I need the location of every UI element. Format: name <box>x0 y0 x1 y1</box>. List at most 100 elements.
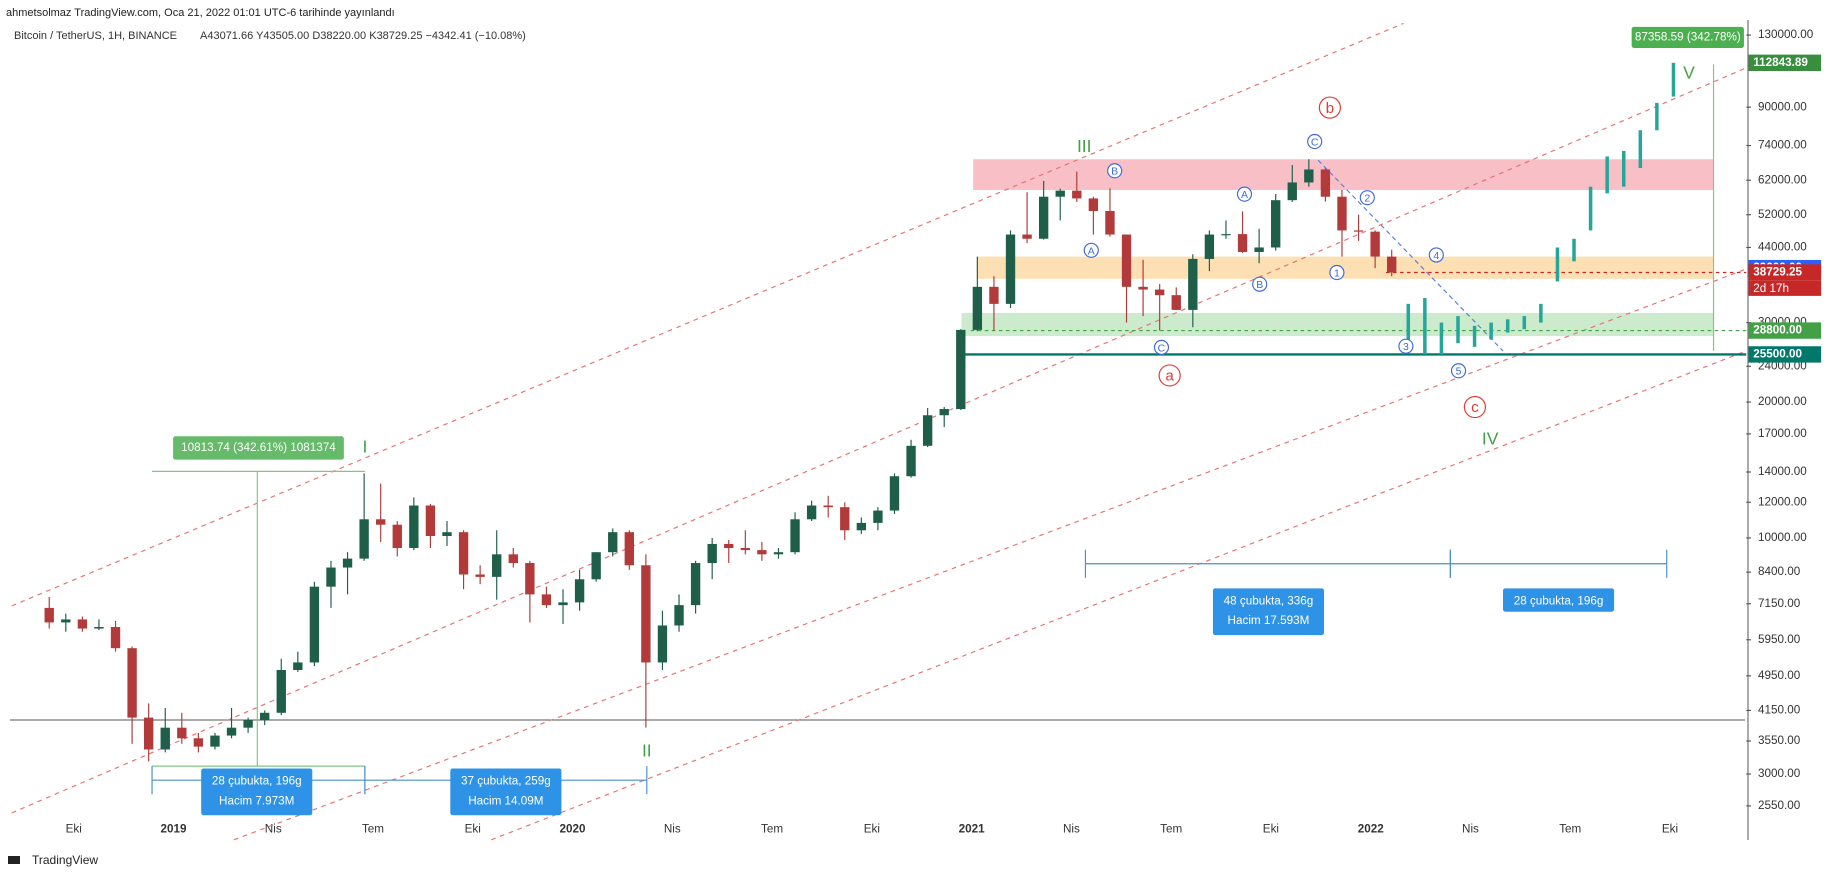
candle-body <box>359 519 369 559</box>
candle-body <box>1353 230 1364 232</box>
candle-body <box>956 329 966 410</box>
y-tick-label: 10000.00 <box>1758 531 1807 544</box>
annotation-box <box>201 768 313 816</box>
range-text: Hacim 14.09M <box>468 794 543 807</box>
wave-letter: b <box>1326 100 1334 117</box>
candle-body <box>525 563 535 595</box>
wave-circle <box>1307 133 1323 150</box>
wave-label: I <box>362 437 367 457</box>
candle-body <box>989 286 999 304</box>
candle-body <box>939 409 949 416</box>
candle-body <box>1138 286 1148 290</box>
candle-body <box>1271 200 1281 248</box>
annotation-box <box>1631 26 1744 48</box>
wave-circle <box>1236 186 1253 202</box>
y-tick-label: 62000.00 <box>1758 173 1807 186</box>
candle-body <box>1237 234 1248 252</box>
candle-body <box>160 727 170 750</box>
x-tick-label: Nis <box>1462 822 1479 835</box>
y-tick-label: 14000.00 <box>1758 465 1807 478</box>
y-tick-label: 8400.00 <box>1758 565 1801 578</box>
candle-body <box>342 558 353 568</box>
candle-body <box>61 619 71 623</box>
wave-letter: 1 <box>1334 267 1340 279</box>
range-text: Hacim 17.593M <box>1228 614 1310 627</box>
candle-body <box>574 579 585 603</box>
wave-circle <box>1398 338 1414 354</box>
candle-body <box>690 563 701 606</box>
wave-letter: 2 <box>1364 193 1370 205</box>
y-tick-label: 130000.00 <box>1758 28 1814 41</box>
wave-letter: a <box>1165 368 1174 385</box>
price-label-bg <box>1748 322 1822 339</box>
x-tick-label: Eki <box>1263 822 1279 835</box>
candle-body <box>608 532 618 553</box>
candle-body <box>906 445 916 477</box>
y-tick-label: 3550.00 <box>1758 734 1801 747</box>
candle-body <box>724 543 734 549</box>
candle-body <box>210 735 220 747</box>
candle-body <box>1320 169 1331 197</box>
wave-circle <box>1463 395 1487 419</box>
publisher: ahmetsolmaz TradingView.com, Oca 21, 202… <box>6 7 395 19</box>
wave-label: V <box>1683 62 1695 82</box>
wave-letter: 3 <box>1403 341 1409 353</box>
channel-line <box>233 268 1747 841</box>
candle-body <box>260 712 270 721</box>
candle-body <box>1304 169 1314 183</box>
measure-top: 87358.59 (342.78%) <box>1635 31 1741 44</box>
candle-body <box>376 519 386 525</box>
candle-body <box>889 476 900 511</box>
x-tick-label: 2020 <box>560 822 587 835</box>
candle-body <box>492 554 502 577</box>
candle-body <box>508 554 518 564</box>
price-label: 38729.25 <box>1753 266 1802 279</box>
y-tick-label: 17000.00 <box>1758 427 1807 440</box>
x-tick-label: Tem <box>761 822 783 835</box>
y-tick-label: 74000.00 <box>1758 139 1807 152</box>
price-label-bg <box>1748 54 1822 71</box>
wave-label: III <box>1077 136 1092 156</box>
candle-body <box>1105 210 1115 235</box>
price-label-bg <box>1748 346 1822 363</box>
channel-line <box>11 67 1747 814</box>
candle-body <box>1337 196 1347 231</box>
wave-letter: 5 <box>1456 366 1462 378</box>
brand-logo <box>8 856 20 864</box>
candle-body <box>309 586 320 663</box>
candle-body <box>773 552 784 555</box>
candle-body <box>1370 231 1380 257</box>
candle-body <box>226 727 237 736</box>
candle-body <box>972 286 983 330</box>
candle-body <box>641 565 651 663</box>
candle-body <box>1221 234 1231 236</box>
y-tick-label: 90000.00 <box>1758 100 1807 113</box>
candle-body <box>541 594 552 606</box>
y-tick-label: 20000.00 <box>1758 395 1807 408</box>
range-text: 28 çubukta, 196g <box>1514 594 1604 607</box>
candle-body <box>177 727 187 739</box>
y-tick-label: 5950.00 <box>1758 633 1801 646</box>
candle-body <box>823 505 833 508</box>
wave-label: II <box>642 741 652 761</box>
wave-circle <box>1252 276 1268 292</box>
wave-letter: c <box>1471 399 1479 416</box>
range-text: 48 çubukta, 336g <box>1224 594 1314 607</box>
candle-body <box>1121 234 1132 287</box>
candle-body <box>1204 234 1215 259</box>
y-tick-label: 24000.00 <box>1758 359 1807 372</box>
wave-circle <box>1158 364 1181 387</box>
candle-body <box>276 669 286 713</box>
x-tick-label: Tem <box>362 822 384 835</box>
wave-letter: C <box>1158 342 1166 354</box>
wave-letter: A <box>1088 245 1095 257</box>
wave-circle <box>1359 190 1375 206</box>
wave-circle <box>1329 264 1345 281</box>
x-tick-label: 2022 <box>1358 822 1385 835</box>
candle-body <box>740 548 751 551</box>
candle-body <box>127 648 137 718</box>
wave-circle <box>1428 247 1444 263</box>
wave-circle <box>1083 242 1099 258</box>
zone <box>976 256 1714 279</box>
candle-body <box>657 625 668 663</box>
